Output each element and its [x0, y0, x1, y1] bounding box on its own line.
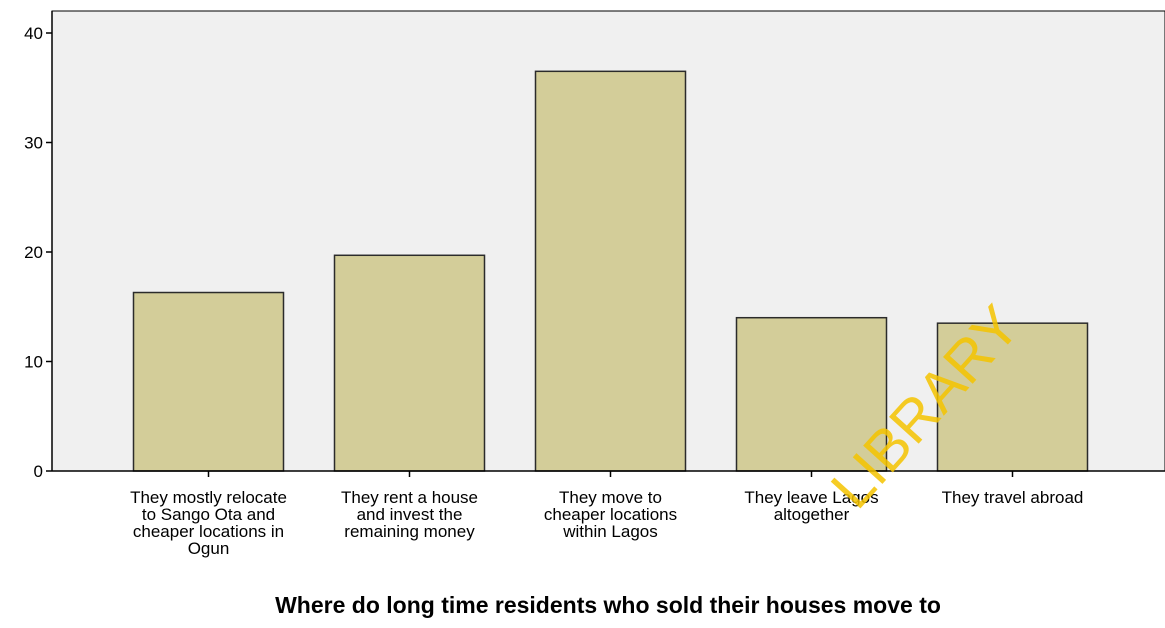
y-tick-label: 30 [24, 134, 43, 153]
y-axis: 0 10 20 30 40 [24, 11, 53, 481]
y-tick-label: 0 [34, 462, 43, 481]
x-category-label: They move to cheaper locations within Lago… [544, 488, 677, 541]
bars-group [132, 70, 1089, 472]
chart-title: Where do long time residents who sold th… [275, 592, 941, 618]
y-tick-label: 20 [24, 243, 43, 262]
bar [735, 316, 888, 472]
bar [333, 254, 486, 472]
bar [132, 291, 285, 472]
y-tick-label: 10 [24, 353, 43, 372]
y-tick-label: 40 [24, 24, 43, 43]
bar [936, 322, 1089, 472]
x-category-label: They leave Lagos altogether [744, 488, 878, 524]
x-category-label: They rent a house and invest the remaining… [341, 488, 478, 541]
x-axis: They mostly relocate to Sango Ota and chea… [52, 470, 1165, 558]
x-category-label: They travel abroad [942, 488, 1084, 507]
bar [534, 70, 687, 472]
x-category-label: They mostly relocate to Sango Ota and chea… [130, 488, 287, 558]
